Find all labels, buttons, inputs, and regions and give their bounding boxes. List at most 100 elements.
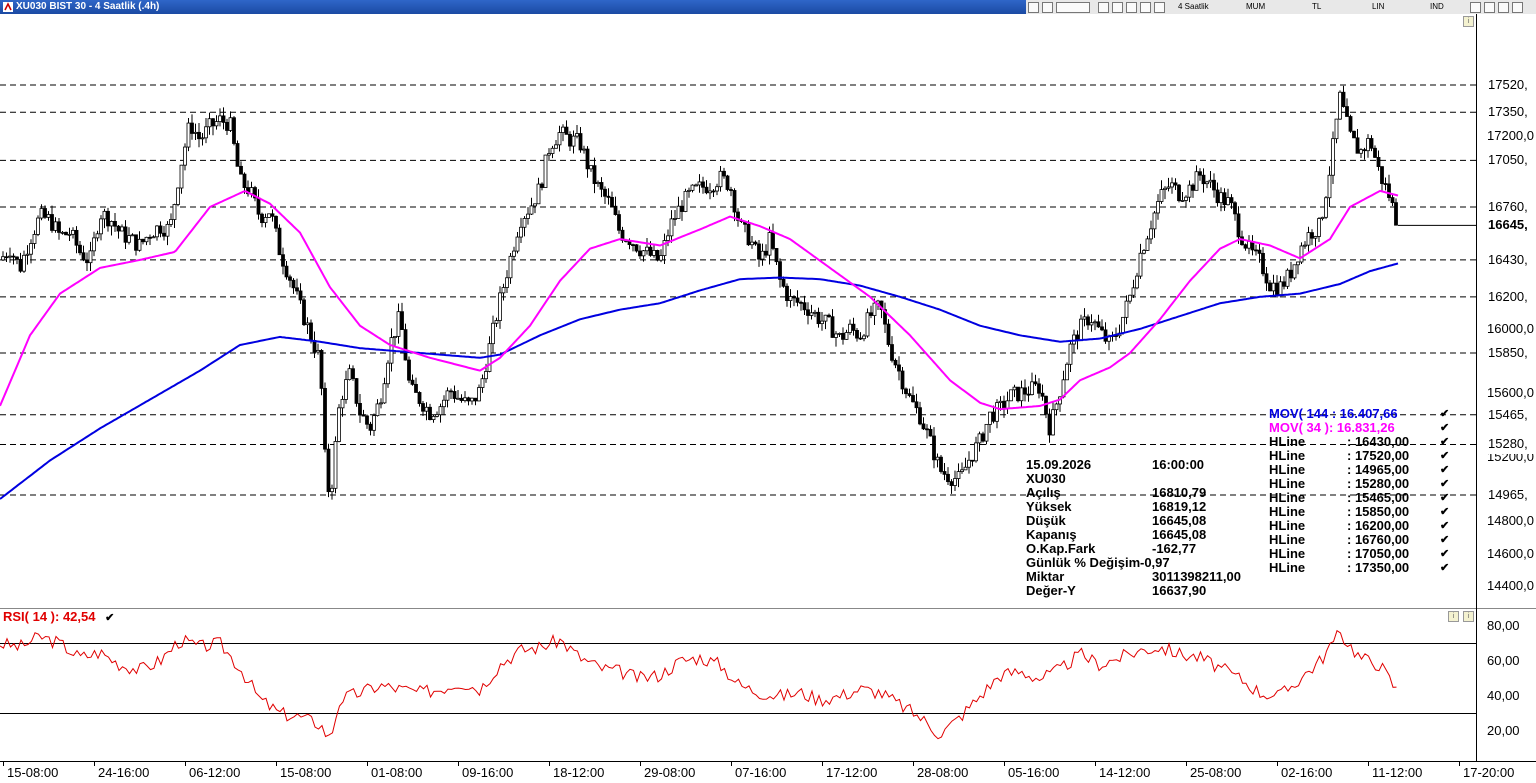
candle-body[interactable] (984, 423, 989, 442)
toolbar-icon-3[interactable] (1098, 2, 1109, 13)
candle-body[interactable] (8, 255, 12, 258)
toolbar-icon-1[interactable] (1028, 2, 1039, 13)
candle-body[interactable] (99, 218, 103, 235)
candle-body[interactable] (645, 246, 649, 252)
candle-body[interactable] (477, 387, 481, 402)
candle-body[interactable] (379, 402, 383, 405)
candle-body[interactable] (340, 399, 345, 409)
price-chart[interactable] (0, 14, 1476, 608)
candle-body[interactable] (1068, 343, 1073, 365)
candle-body[interactable] (64, 231, 68, 236)
candle-body[interactable] (1380, 166, 1384, 184)
candle-body[interactable] (1037, 383, 1041, 394)
candle-body[interactable] (858, 337, 863, 340)
candle-body[interactable] (204, 126, 208, 139)
candle-body[interactable] (1299, 245, 1304, 263)
candle-body[interactable] (925, 428, 929, 431)
candle-body[interactable] (1233, 202, 1237, 215)
candle-body[interactable] (288, 276, 292, 281)
candle-body[interactable] (165, 224, 170, 237)
candle-body[interactable] (774, 248, 779, 263)
candle-body[interactable] (53, 221, 58, 231)
candle-body[interactable] (197, 131, 201, 140)
candle-body[interactable] (949, 481, 954, 486)
candle-body[interactable] (1236, 213, 1241, 238)
candle-body[interactable] (676, 205, 681, 219)
candle-body[interactable] (837, 332, 842, 335)
candle-body[interactable] (155, 225, 159, 238)
candle-body[interactable] (60, 231, 65, 234)
candle-body[interactable] (22, 254, 26, 272)
candle-body[interactable] (1306, 232, 1311, 246)
time-axis[interactable]: 15-08:00 24-16:00 06-12:00 15-08:00 01-08:00… (0, 761, 1536, 783)
candle-body[interactable] (134, 234, 138, 251)
candle-body[interactable] (848, 323, 852, 333)
candle-body[interactable] (295, 287, 299, 292)
candle-body[interactable] (403, 329, 408, 361)
candle-body[interactable] (323, 387, 327, 450)
candle-body[interactable] (904, 388, 908, 395)
candle-body[interactable] (200, 137, 205, 140)
candle-body[interactable] (935, 456, 940, 461)
candle-body[interactable] (512, 250, 516, 257)
candle-body[interactable] (767, 232, 772, 256)
candle-body[interactable] (816, 311, 821, 325)
candle-body[interactable] (1065, 363, 1069, 381)
candle-body[interactable] (1086, 316, 1090, 326)
candle-body[interactable] (1317, 218, 1321, 237)
candle-body[interactable] (900, 370, 905, 390)
candle-body[interactable] (522, 218, 527, 228)
candle-body[interactable] (228, 117, 233, 131)
candle-body[interactable] (193, 131, 198, 134)
candle-body[interactable] (1282, 281, 1286, 287)
candle-body[interactable] (421, 403, 425, 412)
candle-body[interactable] (1289, 269, 1293, 279)
candle-body[interactable] (1009, 389, 1013, 402)
candle-body[interactable] (361, 414, 366, 417)
candle-body[interactable] (967, 459, 971, 468)
rsi-panel-options-icon[interactable]: i (1448, 611, 1459, 622)
candle-body[interactable] (827, 314, 831, 318)
candle-body[interactable] (148, 236, 152, 239)
candle-body[interactable] (648, 246, 653, 256)
toolbar-icon-2[interactable] (1042, 2, 1053, 13)
candle-body[interactable] (29, 243, 33, 255)
candle-body[interactable] (988, 411, 992, 425)
candle-body[interactable] (886, 323, 891, 345)
candle-body[interactable] (1142, 250, 1146, 254)
candle-body[interactable] (529, 205, 534, 215)
candle-body[interactable] (557, 132, 562, 146)
candle-body[interactable] (725, 175, 730, 190)
candle-body[interactable] (1334, 118, 1339, 140)
candle-body[interactable] (267, 213, 271, 218)
candle-body[interactable] (1359, 149, 1363, 154)
candle-body[interactable] (431, 415, 436, 421)
candle-body[interactable] (785, 285, 789, 302)
candle-body[interactable] (130, 234, 135, 237)
candle-body[interactable] (1026, 393, 1031, 396)
candle-body[interactable] (141, 238, 145, 243)
candle-body[interactable] (715, 186, 719, 192)
check-icon[interactable]: ✔ (1440, 422, 1450, 434)
candle-body[interactable] (554, 144, 558, 149)
candle-body[interactable] (869, 312, 873, 316)
main-panel-options-icon[interactable]: i (1463, 16, 1474, 27)
candle-body[interactable] (617, 214, 621, 231)
candle-body[interactable] (1201, 174, 1206, 185)
candle-body[interactable] (1012, 386, 1017, 391)
candle-body[interactable] (4, 256, 9, 259)
candle-body[interactable] (669, 218, 674, 237)
toolbar-icon-7[interactable] (1154, 2, 1165, 13)
candle-body[interactable] (225, 122, 229, 131)
candle-body[interactable] (1373, 147, 1377, 158)
candle-body[interactable] (414, 383, 418, 393)
candle-body[interactable] (1303, 244, 1307, 247)
candle-body[interactable] (498, 292, 502, 321)
candle-body[interactable] (781, 278, 786, 287)
candle-body[interactable] (872, 302, 877, 316)
candle-body[interactable] (400, 311, 404, 331)
candle-body[interactable] (487, 343, 492, 372)
candle-body[interactable] (1257, 249, 1262, 254)
candle-body[interactable] (1254, 249, 1258, 252)
candle-body[interactable] (662, 240, 667, 256)
